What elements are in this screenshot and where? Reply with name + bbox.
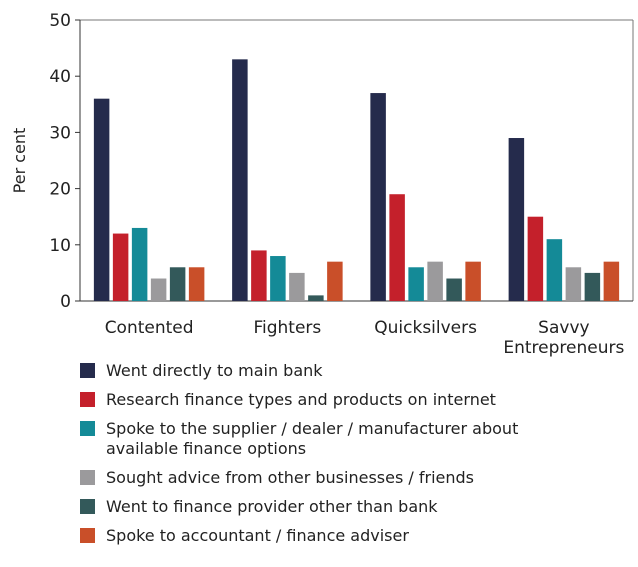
legend-label: Went to finance provider other than bank bbox=[106, 497, 438, 516]
bar bbox=[370, 93, 386, 301]
legend-label: Sought advice from other businesses / fr… bbox=[106, 468, 474, 487]
bar bbox=[408, 267, 424, 301]
bar bbox=[446, 278, 462, 301]
bar bbox=[308, 295, 324, 301]
y-tick-label: 30 bbox=[49, 123, 71, 143]
y-tick-label: 10 bbox=[49, 236, 71, 256]
legend: Went directly to main bank Research finan… bbox=[80, 361, 518, 545]
labels-group: 0 10 20 30 40 50 Per cent Contented Fighters Quic… bbox=[10, 11, 625, 358]
y-tick-label: 50 bbox=[49, 11, 71, 31]
bar bbox=[232, 59, 248, 302]
bar bbox=[565, 267, 582, 301]
x-category-label: Quicksilvers bbox=[374, 318, 477, 338]
y-tick-label: 20 bbox=[49, 180, 71, 200]
bar bbox=[93, 98, 110, 302]
x-category-label: Savvy bbox=[538, 318, 589, 338]
legend-swatch bbox=[80, 421, 95, 436]
legend-swatch bbox=[80, 499, 95, 514]
legend-label: Research finance types and products on i… bbox=[106, 390, 496, 409]
legend-swatch bbox=[80, 392, 95, 407]
x-category-label: Contented bbox=[105, 318, 194, 338]
bar bbox=[131, 227, 148, 301]
bar bbox=[508, 138, 525, 301]
bar bbox=[465, 261, 481, 301]
x-category-label: Entrepreneurs bbox=[503, 338, 624, 358]
bar bbox=[427, 261, 443, 301]
legend-swatch bbox=[80, 363, 95, 378]
legend-label: Spoke to accountant / finance adviser bbox=[106, 526, 409, 545]
bar bbox=[112, 233, 129, 301]
y-tick-label: 40 bbox=[49, 67, 71, 87]
bar bbox=[603, 261, 620, 301]
legend-label: available finance options bbox=[106, 439, 306, 458]
legend-swatch bbox=[80, 470, 95, 485]
y-tick-label: 0 bbox=[60, 292, 71, 312]
bar bbox=[389, 194, 405, 301]
bar bbox=[289, 272, 305, 301]
bar bbox=[327, 261, 343, 301]
bar bbox=[169, 267, 186, 301]
bar bbox=[251, 250, 267, 301]
bar bbox=[546, 239, 563, 301]
bar bbox=[188, 267, 205, 301]
y-axis-label: Per cent bbox=[10, 128, 29, 194]
bars-group bbox=[93, 59, 620, 302]
bar bbox=[584, 272, 601, 301]
legend-label: Went directly to main bank bbox=[106, 361, 323, 380]
bar bbox=[150, 278, 167, 301]
x-category-label: Fighters bbox=[253, 318, 321, 338]
legend-label: Spoke to the supplier / dealer / manufac… bbox=[106, 419, 518, 438]
bar bbox=[527, 216, 544, 301]
bar bbox=[270, 256, 286, 301]
legend-swatch bbox=[80, 528, 95, 543]
